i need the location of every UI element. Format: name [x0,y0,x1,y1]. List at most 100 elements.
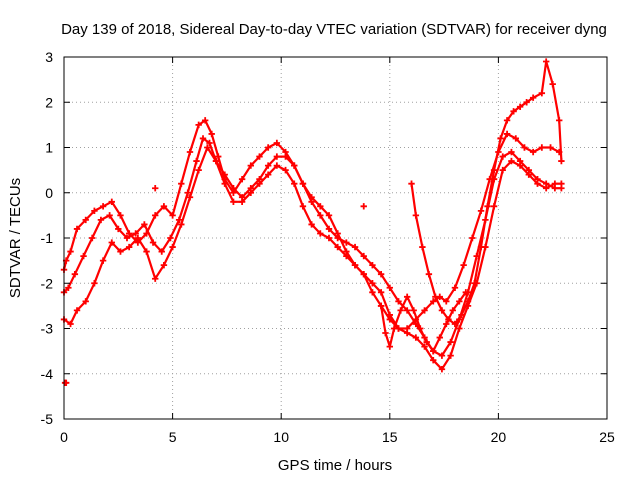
data-point [458,311,465,319]
data-point [317,203,324,210]
y-tick-label: 1 [45,140,53,156]
data-point [334,243,341,251]
data-point [282,166,289,174]
data-point [141,221,148,228]
data-point [206,139,213,147]
data-point [230,185,237,192]
data-point [408,180,415,187]
x-tick-label: 20 [491,429,507,445]
data-point [438,352,446,359]
data-point [456,298,463,305]
data-point [334,234,341,242]
data-point [490,203,498,210]
data-point [247,189,254,196]
data-point [175,216,183,224]
data-point [89,234,96,242]
data-point [558,157,565,165]
data-point [343,239,350,246]
data-point [160,203,168,210]
data-point [73,307,81,314]
data-point [317,212,324,219]
x-tick-label: 5 [169,429,177,445]
data-point [430,347,437,355]
grid [64,57,607,419]
data-point [421,307,428,314]
data-point [67,248,74,255]
series-line-track-c [62,146,563,371]
data-point [80,252,87,260]
data-point [419,243,426,251]
data-point [523,99,530,106]
data-point [438,366,446,373]
data-point [325,225,333,233]
data-point [325,212,333,219]
data-point [125,243,133,251]
data-point [471,280,478,287]
data-point [386,343,393,350]
data-point [508,157,515,165]
data-point [195,166,202,174]
data-point [395,298,402,305]
data-point [403,329,411,337]
data-point [199,135,207,142]
data-point [325,234,333,242]
data-point [547,144,554,151]
data-point [273,139,281,147]
data-point [377,289,385,296]
data-point [534,180,541,187]
data-point [134,234,142,242]
x-tick-label: 10 [273,429,289,445]
data-point [212,157,220,165]
data-point [221,180,228,187]
data-point [460,261,467,269]
y-axis-title: SDTVAR / TECUs [7,178,24,298]
data-point [99,257,107,264]
data-point [417,325,424,332]
data-point [462,289,470,296]
series-line-track-b [62,137,563,357]
data-point [71,271,79,278]
data-point [132,230,139,237]
data-point [117,212,124,219]
data-point [195,121,202,129]
data-point [421,343,428,350]
data-point [521,144,528,151]
data-point [123,234,131,242]
data-point [143,248,150,255]
data-point [108,198,115,205]
data-point [369,280,376,287]
data-point [529,148,537,156]
x-tick-label: 15 [382,429,398,445]
data-point [386,316,393,323]
data-point [73,225,81,233]
data-point [178,180,185,187]
series-track-e [377,289,470,355]
outlier-point [360,203,367,210]
x-tick-label: 25 [599,429,615,445]
data-point [230,198,237,205]
data-point [549,80,556,88]
data-point [82,216,89,224]
data-point [510,108,517,115]
data-point [558,180,565,187]
data-point [430,356,437,364]
data-point [477,243,485,251]
y-tick-label: 3 [45,49,53,65]
data-point [542,58,550,65]
data-point [412,334,420,341]
data-point [403,293,411,301]
data-point [169,243,176,251]
data-point [149,239,157,246]
chart-title: Day 139 of 2018, Sidereal Day-to-day VTE… [61,21,607,38]
data-point [65,284,72,291]
data-point [490,166,498,174]
data-point [106,212,113,219]
ticks [63,56,608,420]
data-point [369,289,376,296]
x-tick-labels: 0 5 10 15 20 25 [60,429,615,445]
data-point [447,338,454,346]
y-tick-label: -5 [41,411,54,427]
data-point [308,221,315,228]
data-point [291,180,298,187]
